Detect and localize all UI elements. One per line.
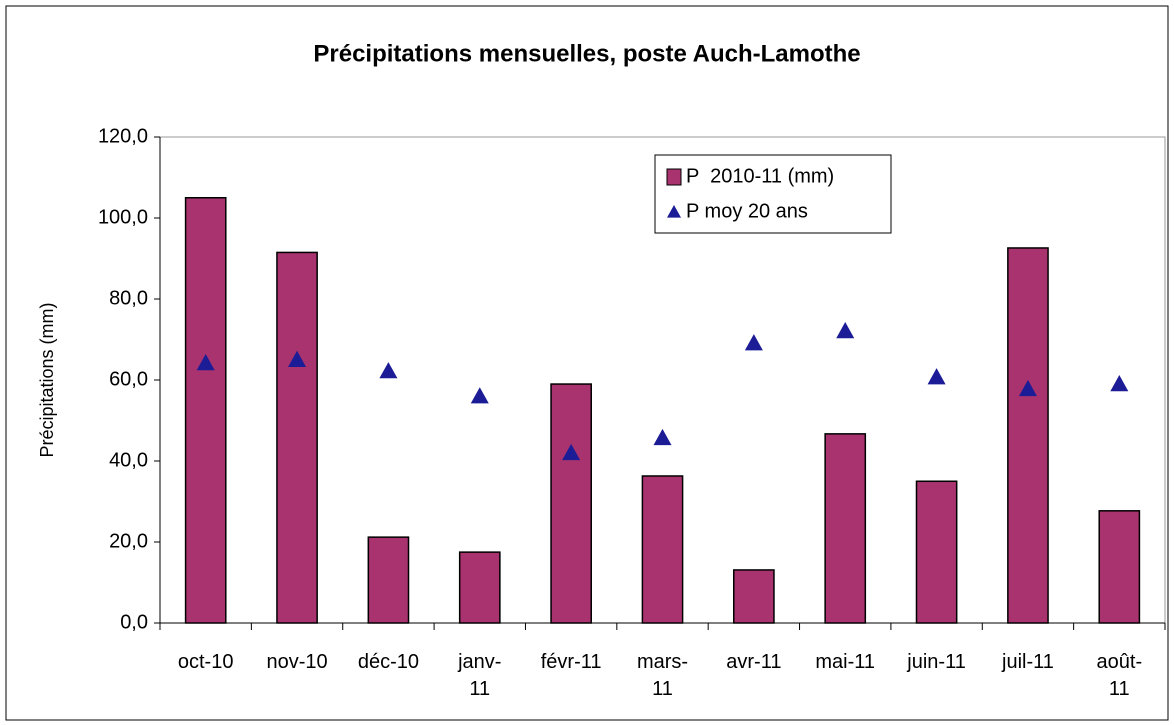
- bar: [733, 569, 775, 624]
- marker: [653, 428, 672, 446]
- legend-swatch: [667, 205, 681, 218]
- bar: [824, 433, 867, 624]
- marker: [836, 321, 855, 339]
- y-tick-label: 20,0: [109, 530, 148, 552]
- marker: [562, 443, 581, 461]
- x-tick-label: janv- 11: [458, 651, 502, 700]
- y-tick-label: 40,0: [109, 449, 148, 471]
- x-tick-label: déc-10: [357, 651, 419, 673]
- legend-swatch: [666, 168, 682, 186]
- x-tick-label: nov-10: [266, 651, 328, 673]
- bar: [1007, 247, 1049, 624]
- y-tick-label: 120,0: [98, 125, 148, 147]
- x-tick-label: août- 11: [1096, 651, 1143, 700]
- y-axis-label: Précipitations (mm): [37, 302, 57, 457]
- marker: [470, 387, 489, 404]
- legend-label: P moy 20 ans: [686, 200, 808, 222]
- marker: [196, 353, 215, 371]
- marker: [379, 362, 398, 379]
- x-tick-label: févr-11: [540, 651, 602, 673]
- y-tick-label: 60,0: [109, 368, 148, 390]
- y-tick-label: 100,0: [98, 206, 148, 228]
- x-tick-label: mars- 11: [636, 651, 689, 700]
- marker: [1018, 379, 1037, 397]
- x-tick-label: avr-11: [726, 651, 782, 673]
- legend-label: P 2010-11 (mm): [686, 165, 834, 187]
- bar: [184, 197, 227, 624]
- legend-box: [654, 154, 892, 234]
- marker: [744, 334, 763, 351]
- x-tick-label: mai-11: [815, 651, 876, 673]
- marker: [1110, 375, 1129, 392]
- bar: [458, 551, 501, 624]
- marker: [927, 368, 946, 385]
- x-tick-label: juil-11: [1002, 651, 1054, 673]
- y-tick-label: 0,0: [120, 611, 148, 633]
- y-tick-label: 80,0: [109, 287, 148, 309]
- x-tick-label: juin-11: [907, 651, 966, 673]
- bar: [915, 480, 958, 624]
- bar: [550, 383, 592, 624]
- bar: [367, 536, 410, 624]
- marker: [288, 350, 307, 367]
- bar: [641, 475, 684, 624]
- bar: [1098, 510, 1141, 624]
- bar: [276, 251, 318, 624]
- x-tick-label: oct-10: [177, 651, 234, 673]
- chart-title: Précipitations mensuelles, poste Auch-La…: [313, 40, 860, 67]
